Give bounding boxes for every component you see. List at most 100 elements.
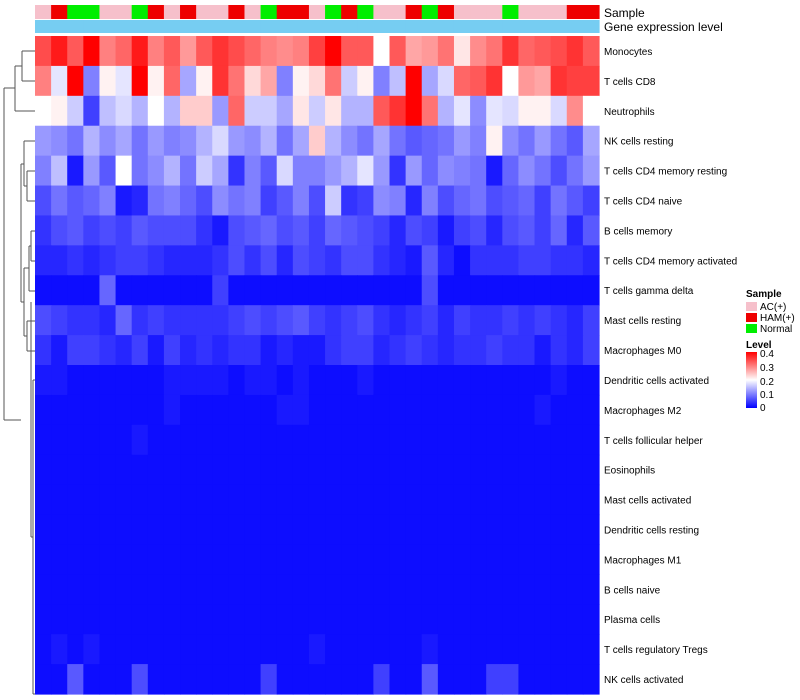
heatmap-cell (292, 335, 310, 366)
heatmap-cell (421, 65, 439, 97)
heatmap-cell (566, 664, 584, 695)
row-label: T cells CD4 naive (604, 197, 683, 208)
heatmap-cell (341, 544, 358, 575)
heatmap-cell (212, 544, 229, 575)
heatmap-cell (341, 634, 358, 665)
heatmap-cell (470, 95, 487, 127)
heatmap-cell (373, 155, 391, 187)
heatmap-cell (180, 604, 197, 635)
heatmap-cell (147, 185, 165, 217)
heatmap-cell (260, 36, 278, 67)
heatmap-cell (421, 454, 439, 486)
sample-annotation-cell (405, 5, 423, 19)
heatmap-cell (389, 185, 407, 217)
heatmap-cell (83, 544, 101, 575)
heatmap-cell (67, 305, 84, 336)
heatmap-cell (502, 125, 520, 157)
heatmap-cell (163, 305, 181, 336)
heatmap-cell (453, 514, 471, 546)
heatmap-cell (163, 664, 181, 695)
gene-expression-annotation-cell (83, 20, 101, 33)
gene-expression-track-label: Gene expression level (604, 20, 723, 34)
heatmap-cell (35, 394, 52, 426)
heatmap-cell (131, 215, 149, 246)
heatmap-cell (67, 454, 84, 486)
heatmap-cell (341, 394, 358, 426)
heatmap-cell (260, 125, 278, 157)
heatmap-cell (550, 544, 568, 575)
sample-annotation-cell (99, 5, 117, 19)
heatmap-cell (502, 65, 520, 97)
heatmap-cell (325, 544, 342, 575)
heatmap-cell (212, 95, 229, 127)
heatmap-cell (212, 634, 229, 665)
row-dendrogram (3, 50, 35, 695)
heatmap-cell (486, 65, 503, 97)
heatmap-cell (67, 574, 84, 605)
gene-expression-annotation-cell (308, 20, 326, 33)
heatmap-cell (470, 36, 487, 67)
sample-annotation-cell (550, 5, 568, 19)
heatmap-cell (131, 634, 149, 665)
heatmap-cell (83, 574, 101, 605)
heatmap-cell (486, 36, 503, 67)
heatmap-cell (453, 484, 471, 516)
heatmap-cell (405, 394, 423, 426)
heatmap-cell (405, 604, 423, 635)
heatmap-cell (292, 125, 310, 157)
heatmap-cell (83, 604, 101, 635)
heatmap-cell (486, 245, 503, 276)
heatmap-cell (566, 36, 584, 67)
heatmap-cell (373, 604, 391, 635)
heatmap-cell (99, 454, 117, 486)
heatmap-cell (518, 365, 536, 396)
heatmap-cell (244, 275, 262, 306)
heatmap-cell (470, 544, 487, 575)
heatmap-cell (550, 604, 568, 635)
heatmap-cell (421, 36, 439, 67)
heatmap-cell (389, 125, 407, 157)
heatmap-cell (244, 335, 262, 366)
heatmap-cell (99, 335, 117, 366)
heatmap-cell (99, 245, 117, 276)
heatmap-cell (341, 275, 358, 306)
heatmap-cell (83, 95, 101, 127)
heatmap-cell (196, 544, 213, 575)
heatmap-cell (437, 664, 455, 695)
heatmap-cell (453, 65, 471, 97)
heatmap-cell (550, 185, 568, 217)
heatmap-cell (228, 484, 246, 516)
heatmap-cell (308, 185, 326, 217)
heatmap-cell (357, 36, 374, 67)
heatmap-cell (212, 514, 229, 546)
sample-annotation-cell (115, 5, 133, 19)
heatmap-cell (228, 664, 246, 695)
heatmap-cell (180, 215, 197, 246)
heatmap-cell (470, 245, 487, 276)
heatmap-cell (196, 125, 213, 157)
sample-annotation-cell (437, 5, 455, 19)
heatmap-cell (163, 574, 181, 605)
heatmap-cell (51, 335, 68, 366)
heatmap-cell (99, 305, 117, 336)
heatmap-cell (582, 95, 600, 127)
heatmap-cell (83, 664, 101, 695)
heatmap-cell (276, 335, 294, 366)
heatmap-cell (437, 275, 455, 306)
heatmap-cell (502, 185, 520, 217)
row-label: Macrophages M0 (604, 346, 682, 357)
heatmap-cell (147, 484, 165, 516)
heatmap-cell (99, 275, 117, 306)
heatmap-cell (180, 664, 197, 695)
heatmap-cell (35, 664, 52, 695)
heatmap-cell (228, 245, 246, 276)
heatmap-cell (308, 65, 326, 97)
heatmap-cell (534, 95, 552, 127)
sample-annotation-cell (582, 5, 600, 19)
heatmap-cell (147, 95, 165, 127)
heatmap-cell (99, 664, 117, 695)
heatmap-cell (308, 335, 326, 366)
heatmap-cell (518, 215, 536, 246)
heatmap-cell (83, 275, 101, 306)
heatmap-cell (292, 36, 310, 67)
